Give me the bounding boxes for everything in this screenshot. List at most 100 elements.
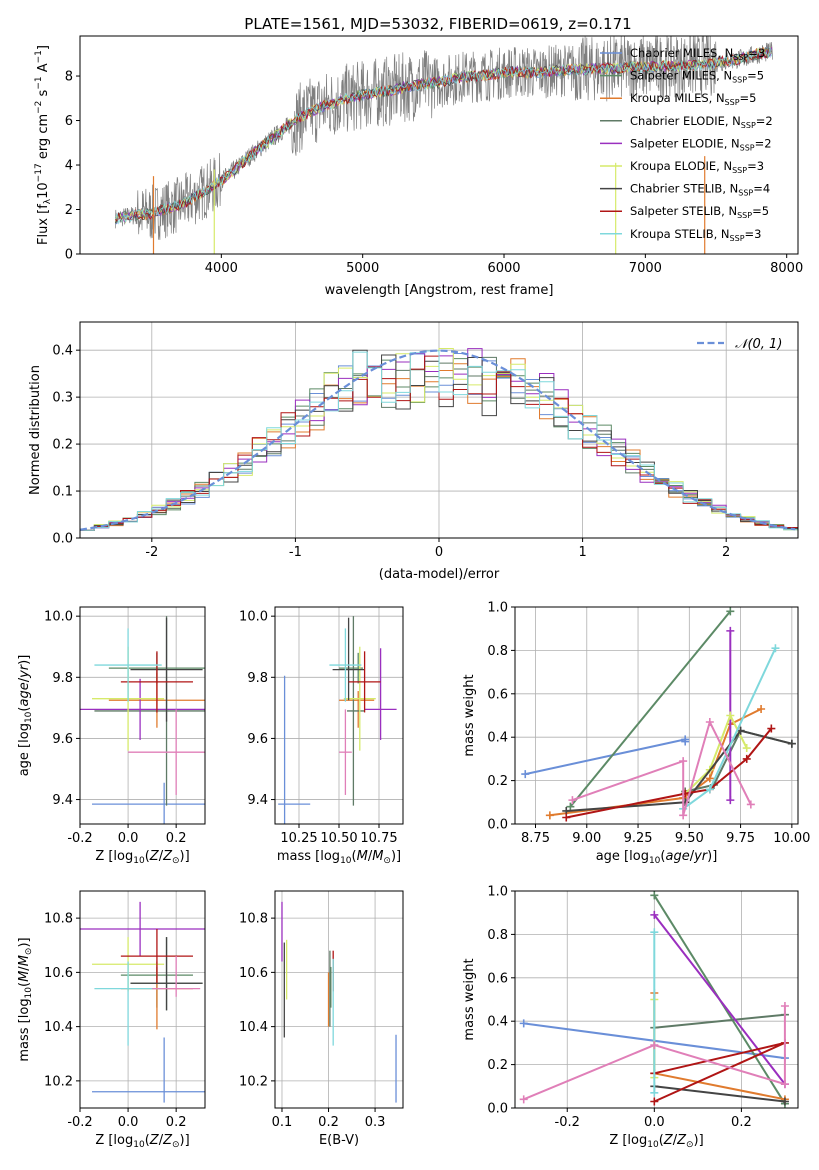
y-tick-label: 0.0 xyxy=(52,532,73,547)
weight-marker xyxy=(705,718,714,727)
panel-mass-vs-ebv: 0.1 0.2 0.3 10.2 10.4 10.6 10.8 E(B-V) xyxy=(239,890,404,1148)
panel-age-vs-mass: 10.25 10.50 10.75 9.4 9.6 9.8 10.0 mass [log10(… xyxy=(239,606,404,866)
x-tick-label: -2 xyxy=(145,545,158,560)
weight-marker xyxy=(519,1019,528,1028)
weight-marker xyxy=(650,928,659,937)
weight-marker xyxy=(650,910,659,919)
x-axis-label: wavelength [Angstrom, rest frame] xyxy=(325,283,554,298)
x-axis-label: Z [log10(Z/Z⊙)] xyxy=(95,849,189,866)
y-tick-label: 9.8 xyxy=(247,671,268,686)
legend-entry: 𝒩(0, 1) xyxy=(735,337,782,352)
weight-marker xyxy=(771,644,780,653)
x-tick-label: 0.2 xyxy=(166,831,187,846)
x-tick-label: 10.50 xyxy=(320,831,357,846)
weight-marker xyxy=(650,891,659,900)
weight-series xyxy=(523,1006,786,1101)
y-tick-label: 2 xyxy=(65,203,73,218)
y-tick-label: 9.4 xyxy=(52,793,73,808)
x-tick-label: 2 xyxy=(722,545,730,560)
weight-marker xyxy=(650,1097,659,1106)
y-tick-label: 0.4 xyxy=(52,344,73,359)
weight-marker xyxy=(767,724,776,733)
panels: 4000 5000 6000 7000 8000 0 2 4 6 8 Chabrier MILES,… xyxy=(17,35,810,1150)
weight-marker xyxy=(780,1080,789,1089)
x-tick-label: 0.1 xyxy=(272,1115,293,1130)
y-axis-label: Normed distribution xyxy=(28,365,43,495)
weight-marker xyxy=(521,770,530,779)
x-tick-label: 0.2 xyxy=(731,1115,752,1130)
weight-marker xyxy=(679,757,688,766)
y-tick-label: 0.3 xyxy=(52,391,73,406)
legend-entry: Kroupa STELIB, NSSP=3 xyxy=(630,227,761,243)
legend: Chabrier MILES, NSSP=3 Salpeter MILES, NS… xyxy=(600,46,773,243)
weight-marker xyxy=(681,737,690,746)
panel-mass-vs-Z: -0.2 0.0 0.2 10.2 10.4 10.6 10.8 Z [log10(Z/Z⊙)… xyxy=(17,890,206,1150)
x-tick-label: 9.25 xyxy=(624,831,653,846)
axes-frame xyxy=(79,35,799,255)
axes-frame xyxy=(274,890,404,1109)
legend-entry: Salpeter ELODIE, NSSP=2 xyxy=(630,136,772,152)
y-axis-label: mass [log10(M/M⊙)] xyxy=(17,937,34,1061)
panel-weight-vs-Z: -0.2 0.0 0.2 0.0 0.2 0.4 0.6 0.8 1.0 Z [log10(Z/Z… xyxy=(462,885,799,1150)
model-spectrum xyxy=(115,46,773,225)
weight-series xyxy=(654,1085,786,1103)
y-tick-label: 9.6 xyxy=(52,732,73,747)
y-tick-label: 0 xyxy=(65,248,73,263)
model-spectrum xyxy=(115,47,773,222)
y-tick-label: 0.8 xyxy=(487,644,508,659)
plot-area xyxy=(114,36,773,254)
axes-frame xyxy=(514,606,799,825)
legend-entry: Chabrier MILES, NSSP=3 xyxy=(630,46,765,62)
y-tick-label: 0.6 xyxy=(487,971,508,986)
model-spectrum xyxy=(114,46,773,225)
y-tick-label: 1.0 xyxy=(487,601,508,616)
x-tick-label: 0.3 xyxy=(365,1115,386,1130)
plot-area xyxy=(521,607,796,822)
y-tick-label: 10.8 xyxy=(239,912,268,927)
weight-marker xyxy=(679,811,688,820)
weight-marker xyxy=(568,796,577,805)
x-tick-label: 8000 xyxy=(770,261,803,276)
plot-area xyxy=(278,616,397,824)
x-tick-label: 4000 xyxy=(205,261,238,276)
y-tick-label: 0.2 xyxy=(487,774,508,789)
x-tick-label: 10.00 xyxy=(773,831,810,846)
x-tick-label: -0.2 xyxy=(67,1115,92,1130)
plot-area xyxy=(80,348,798,538)
weight-marker xyxy=(562,813,571,822)
weight-marker xyxy=(545,811,554,820)
x-tick-label: 1 xyxy=(578,545,586,560)
legend-entry: Salpeter MILES, NSSP=5 xyxy=(630,69,764,85)
x-tick-label: -0.2 xyxy=(67,831,92,846)
figure-title: PLATE=1561, MJD=53032, FIBERID=0619, z=0… xyxy=(244,15,631,33)
weight-series xyxy=(654,1013,785,1029)
panel-residual-hist: -2 -1 0 1 2 0.0 0.1 0.2 0.3 0.4 𝒩(0, 1) (data-model… xyxy=(28,321,799,582)
legend-entry: Kroupa MILES, NSSP=5 xyxy=(630,91,756,107)
x-tick-label: 0.0 xyxy=(118,1115,139,1130)
weight-marker xyxy=(757,704,766,713)
weight-marker xyxy=(787,739,796,748)
y-axis-label: Flux [fλ10−17 erg cm−2 s−1 A−1] xyxy=(34,45,53,245)
x-tick-label: 6000 xyxy=(487,261,520,276)
weight-marker xyxy=(780,1002,789,1011)
weight-marker xyxy=(650,1041,659,1050)
y-tick-label: 0.6 xyxy=(487,687,508,702)
y-tick-label: 0.8 xyxy=(487,928,508,943)
x-axis-label: Z [log10(Z/Z⊙)] xyxy=(95,1133,189,1150)
weight-marker xyxy=(519,1095,528,1104)
weight-marker xyxy=(726,796,735,805)
weight-series xyxy=(569,610,732,808)
weight-marker xyxy=(650,1088,659,1097)
y-axis-label: age [log10(age/yr)] xyxy=(17,655,34,777)
x-axis-label: mass [log10(M/M⊙)] xyxy=(277,849,401,866)
x-tick-label: 0.2 xyxy=(166,1115,187,1130)
x-axis-label: (data-model)/error xyxy=(379,567,500,582)
plot-area xyxy=(281,901,397,1103)
panel-spectrum: 4000 5000 6000 7000 8000 0 2 4 6 8 Chabrier MILES,… xyxy=(34,35,803,298)
x-tick-label: -1 xyxy=(289,545,302,560)
y-tick-label: 1.0 xyxy=(487,885,508,900)
y-tick-label: 0.4 xyxy=(487,731,508,746)
weight-marker xyxy=(746,800,755,809)
y-tick-label: 9.4 xyxy=(247,793,268,808)
x-tick-label: 9.50 xyxy=(675,831,704,846)
